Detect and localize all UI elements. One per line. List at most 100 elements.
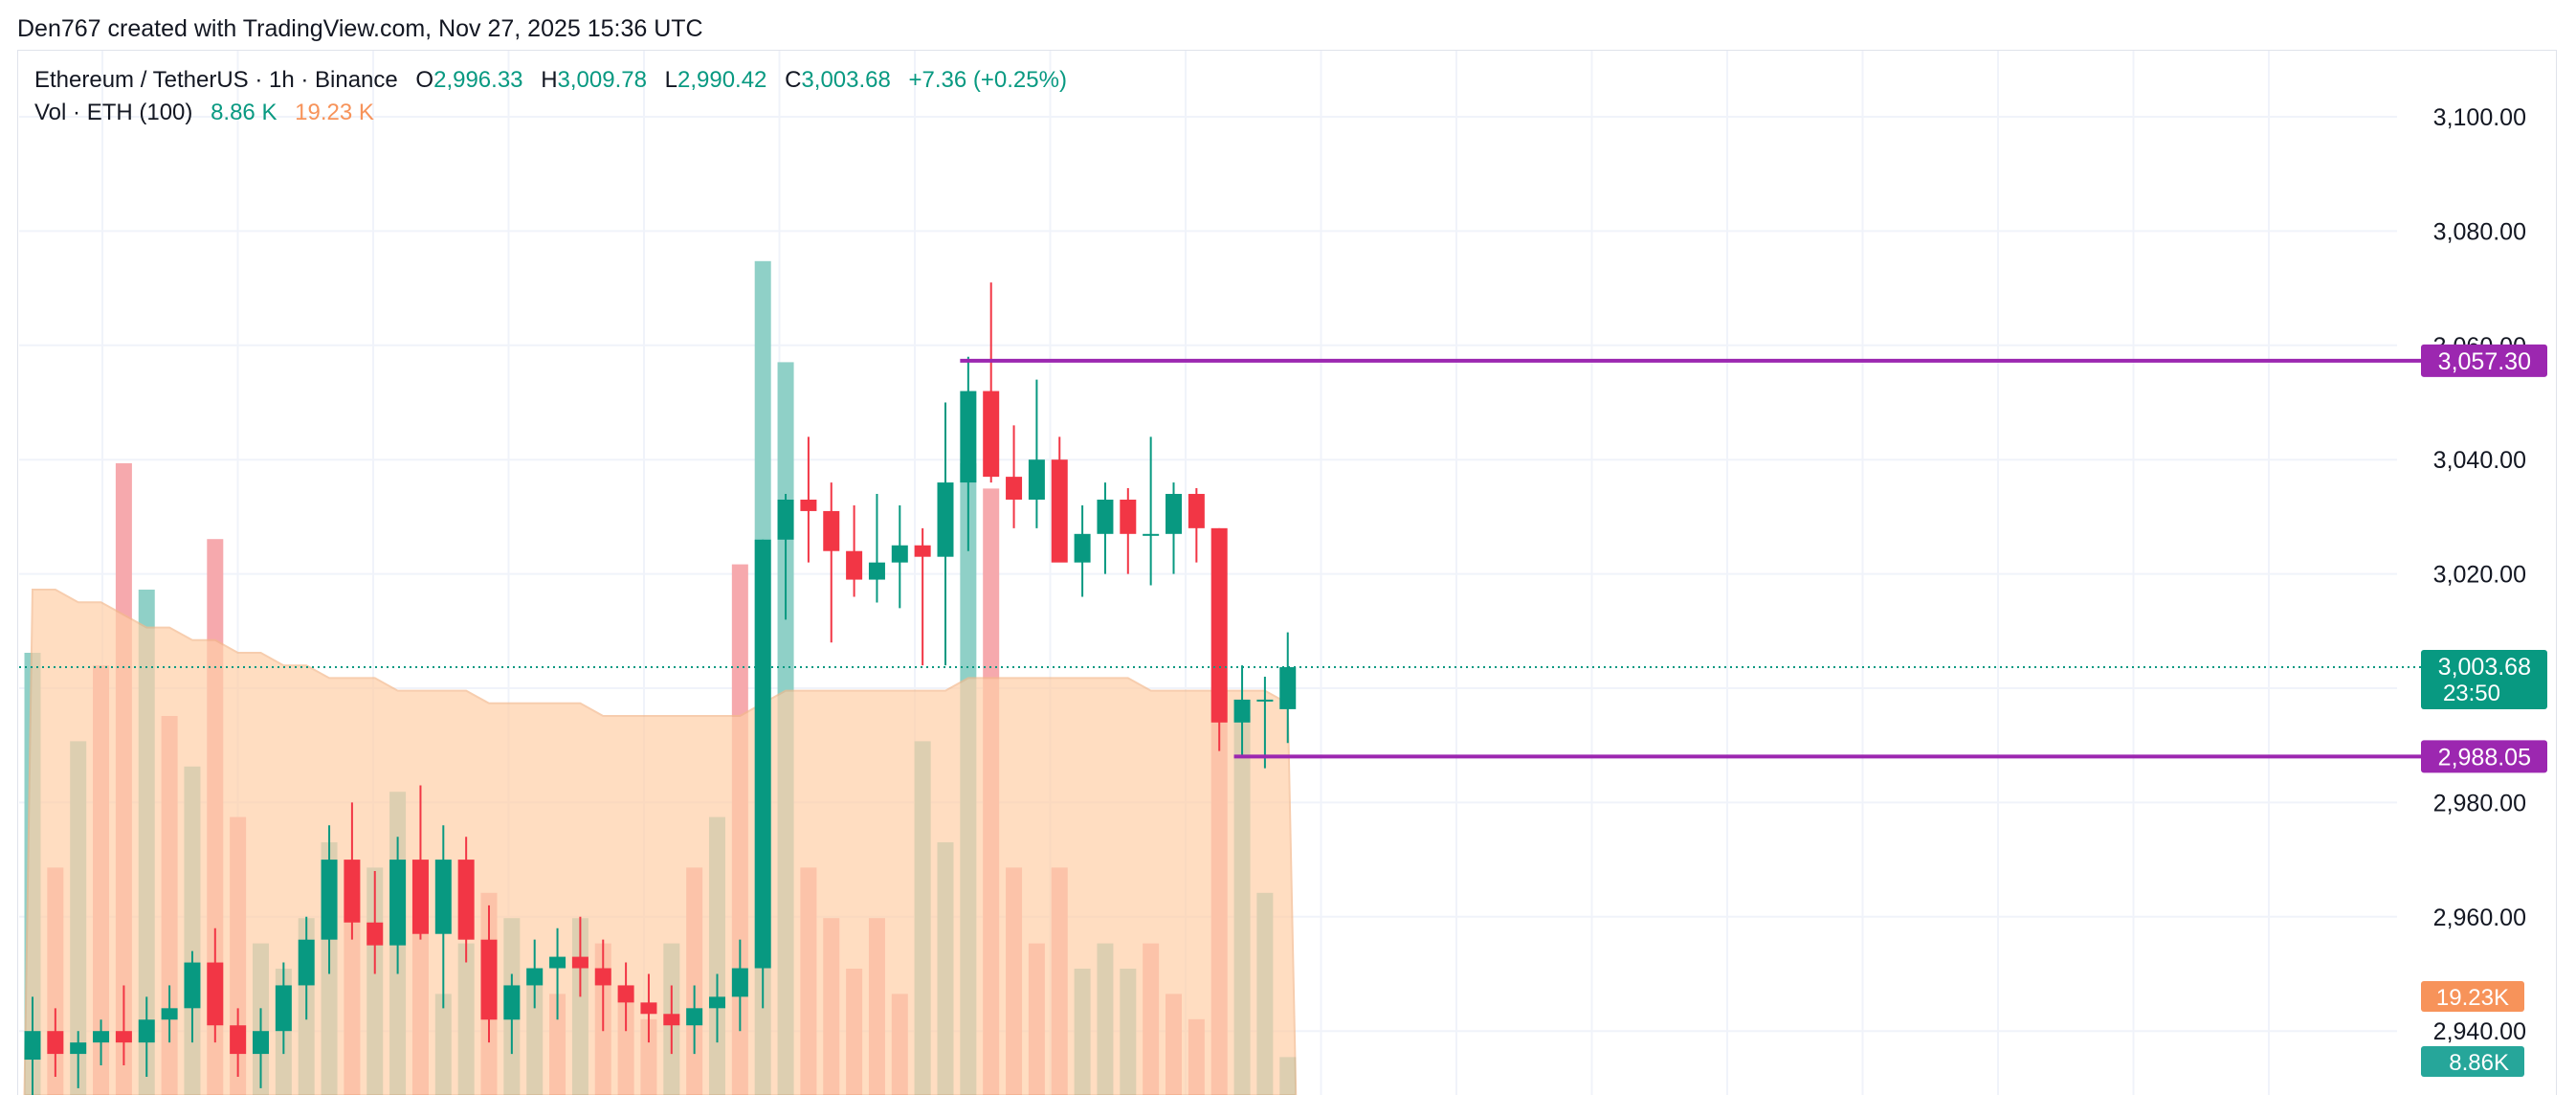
y-tick-label: 2,940.00 — [2433, 1018, 2526, 1045]
open-value: 2,996.33 — [433, 67, 523, 93]
candle — [161, 985, 178, 1043]
volume-tag-value: 8.86K — [2449, 1050, 2509, 1076]
candle-body — [1028, 459, 1045, 500]
volume-ma — [23, 589, 1298, 1095]
candle-body — [709, 996, 725, 1009]
candle — [960, 356, 977, 551]
y-tick-label: 3,040.00 — [2433, 447, 2526, 474]
candle-body — [161, 1008, 178, 1020]
candle-body — [549, 956, 566, 969]
candle-body — [983, 391, 1000, 478]
candle — [389, 837, 407, 974]
candle — [731, 939, 748, 1032]
candle-body — [93, 1031, 110, 1043]
open-label: O — [415, 67, 434, 93]
candle — [777, 494, 794, 620]
candle-body — [640, 1002, 657, 1015]
candle-body — [366, 922, 384, 946]
candle-body — [891, 545, 908, 563]
candle — [617, 962, 634, 1032]
high-value: 3,009.78 — [557, 67, 647, 93]
candle — [93, 1019, 110, 1066]
candle — [571, 916, 588, 997]
candle — [47, 1008, 64, 1077]
candle — [253, 1008, 269, 1088]
candle — [526, 939, 544, 1009]
candle — [411, 785, 429, 940]
candle-body — [868, 562, 885, 580]
volume-tag — [2421, 1046, 2524, 1077]
price-axis: 3,100.003,080.003,060.003,040.003,020.00… — [2421, 104, 2547, 1077]
close-value: 3,003.68 — [801, 67, 891, 93]
symbol-legend[interactable]: Ethereum / TetherUS · 1h · Binance O2,99… — [34, 67, 1067, 94]
symbol-name: Ethereum / TetherUS · 1h · Binance — [34, 67, 398, 93]
candle-body — [1188, 494, 1205, 528]
candle — [480, 905, 498, 1043]
grid — [19, 51, 2397, 1095]
candle — [983, 282, 1000, 483]
candle — [868, 494, 885, 603]
candle-body — [1166, 494, 1182, 534]
candle — [1006, 425, 1023, 528]
candle — [503, 973, 521, 1055]
volume-tag-value: 19.23K — [2436, 985, 2509, 1011]
candle — [640, 973, 657, 1043]
candle-body — [1074, 533, 1091, 563]
candle-body — [617, 985, 634, 1003]
candle-body — [457, 860, 475, 940]
chart-frame — [17, 50, 2557, 1095]
candle-body — [914, 545, 931, 557]
last-price-tag — [2421, 650, 2547, 710]
candle — [594, 939, 611, 1032]
candle — [321, 825, 338, 974]
candle-body — [411, 860, 429, 934]
candle-body — [777, 499, 794, 540]
candle-body — [275, 985, 292, 1032]
price-level-value: 2,988.05 — [2438, 744, 2531, 771]
candle — [434, 825, 452, 1009]
volume-legend[interactable]: Vol · ETH (100) 8.86 K 19.23 K — [34, 100, 374, 126]
candle-body — [1279, 667, 1297, 709]
candle-body — [230, 1025, 247, 1055]
candle — [344, 802, 361, 940]
volume-label: Vol · ETH (100) — [34, 100, 193, 125]
candle-body — [480, 939, 498, 1020]
candle — [549, 927, 566, 1020]
candle — [686, 985, 703, 1055]
candle-body — [800, 499, 817, 511]
candle — [275, 962, 292, 1055]
candle — [1279, 632, 1297, 744]
y-tick-label: 2,980.00 — [2433, 790, 2526, 816]
candle-body — [184, 962, 201, 1009]
candle — [1143, 436, 1160, 586]
candle — [184, 950, 201, 1043]
candle-body — [1120, 499, 1137, 534]
candle — [1097, 482, 1114, 574]
candle — [823, 482, 840, 643]
volume-ma-area — [23, 589, 1298, 1095]
low-label: L — [664, 67, 677, 93]
candle — [24, 996, 41, 1095]
candle-body — [434, 860, 452, 934]
high-label: H — [541, 67, 558, 93]
price-level-tag — [2421, 740, 2547, 773]
candle-body — [731, 968, 748, 997]
candle — [846, 504, 863, 597]
candle — [891, 504, 908, 609]
candle-body — [663, 1014, 680, 1026]
candle-body — [1233, 699, 1251, 723]
candle-body — [1256, 699, 1274, 702]
low-value: 2,990.42 — [677, 67, 767, 93]
candle-body — [754, 539, 771, 969]
y-tick-label: 2,960.00 — [2433, 905, 2526, 931]
bar-countdown: 23:50 — [2443, 681, 2500, 706]
candle — [1233, 665, 1251, 757]
candle — [663, 985, 680, 1055]
change-value: +7.36 (+0.25%) — [908, 67, 1067, 93]
candle — [1028, 379, 1045, 528]
candle-body — [321, 860, 338, 940]
candle — [1256, 677, 1274, 769]
candle-body — [846, 550, 863, 580]
candle — [1051, 436, 1068, 563]
